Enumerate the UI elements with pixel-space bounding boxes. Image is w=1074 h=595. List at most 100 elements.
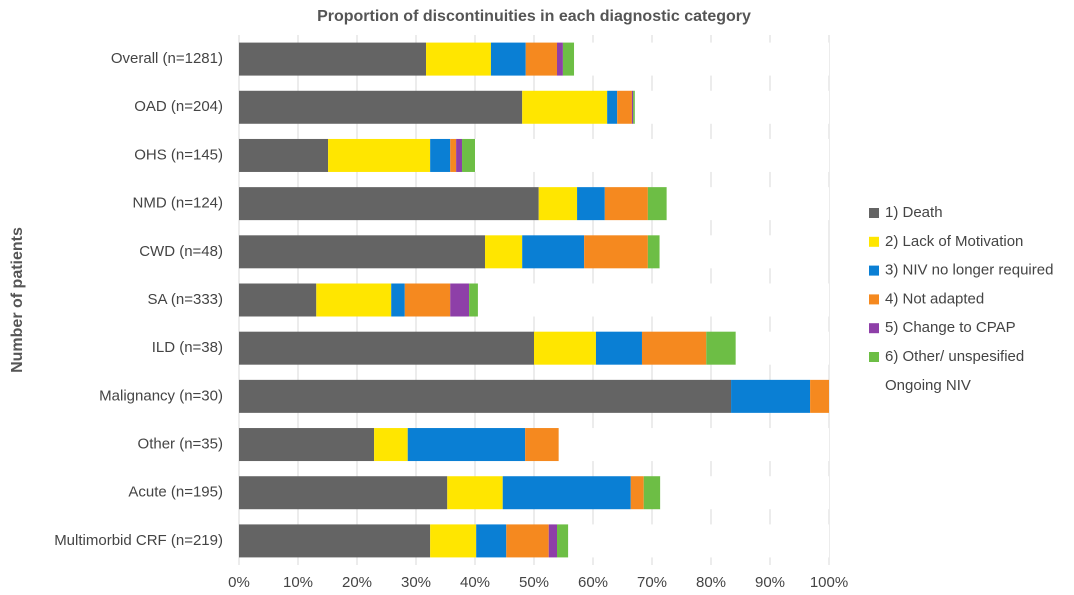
x-tick-label: 10%: [283, 574, 313, 591]
bar-segment: [450, 283, 470, 317]
x-tick-label: 20%: [342, 574, 372, 591]
x-tick-label: 50%: [519, 574, 549, 591]
legend-swatch: [869, 294, 879, 305]
bar-segment: [538, 187, 578, 221]
bar-segment: [706, 331, 736, 365]
bar-segment: [574, 42, 829, 76]
bar-segment: [525, 42, 558, 76]
bar-segment: [631, 90, 634, 124]
bar-segment: [584, 235, 648, 269]
bar-segment: [426, 42, 491, 76]
bar-segment: [477, 283, 829, 317]
bar-segment: [548, 524, 558, 558]
bar-segment: [557, 42, 563, 76]
bar-segment: [391, 283, 405, 317]
x-tick-label: 100%: [810, 574, 848, 591]
bar-segment: [239, 524, 431, 558]
bar-segment: [475, 138, 829, 172]
bar-segment: [522, 90, 608, 124]
bar-segment: [450, 138, 457, 172]
y-tick-label: NMD (n=124): [133, 195, 223, 212]
x-tick-label: 30%: [401, 574, 431, 591]
bar-segment: [462, 138, 475, 172]
bar-segment: [316, 283, 392, 317]
bar-segment: [604, 187, 648, 221]
bar-segment: [643, 476, 661, 510]
bar-segment: [562, 42, 575, 76]
x-tick-label: 80%: [696, 574, 726, 591]
y-axis-label: Number of patients: [9, 227, 26, 373]
bar-segment: [617, 90, 632, 124]
y-tick-label: ILD (n=38): [152, 339, 223, 356]
bar-segment: [607, 90, 618, 124]
bar-segment: [404, 283, 451, 317]
legend-swatch: [869, 265, 879, 276]
bar-segment: [407, 428, 526, 462]
bar-segment: [456, 138, 463, 172]
bar-segment: [430, 138, 451, 172]
bar-segment: [239, 187, 539, 221]
bar-segment: [568, 524, 829, 558]
bar-segment: [647, 187, 667, 221]
x-tick-label: 70%: [637, 574, 667, 591]
bar-segment: [660, 476, 829, 510]
bar-segment: [525, 428, 559, 462]
bar-segment: [506, 524, 549, 558]
legend-label: 1) Death: [885, 204, 943, 221]
chart-title: Proportion of discontinuities in each di…: [317, 8, 751, 25]
bar-segment: [239, 476, 448, 510]
y-tick-label: CWD (n=48): [139, 243, 223, 260]
bar-segment: [239, 138, 329, 172]
bar-segment: [447, 476, 503, 510]
bar-segment: [374, 428, 408, 462]
legend-label: 3) NIV no longer required: [885, 262, 1053, 279]
bar-segment: [630, 476, 644, 510]
y-tick-label: OAD (n=204): [134, 98, 223, 115]
bar-segment: [577, 187, 605, 221]
x-tick-label: 60%: [578, 574, 608, 591]
y-tick-label: Overall (n=1281): [111, 50, 223, 67]
legend-label: 5) Change to CPAP: [885, 319, 1016, 336]
bar-segment: [522, 235, 585, 269]
bar-segment: [659, 235, 829, 269]
bar-segment: [239, 90, 523, 124]
bar-segment: [239, 235, 486, 269]
bar-segment: [810, 379, 829, 413]
bar-segment: [735, 331, 829, 365]
legend-label: Ongoing NIV: [885, 377, 971, 394]
y-tick-label: Multimorbid CRF (n=219): [54, 532, 223, 549]
bar-segment: [633, 90, 635, 124]
bar-segment: [239, 42, 427, 76]
y-tick-label: SA (n=333): [148, 291, 223, 308]
bar-segment: [239, 283, 317, 317]
x-tick-label: 40%: [460, 574, 490, 591]
legend-swatch: [869, 323, 879, 334]
bar-segment: [469, 283, 478, 317]
bar-segment: [641, 331, 707, 365]
legend-swatch: [869, 380, 879, 391]
bar-segment: [239, 379, 732, 413]
bar-segment: [328, 138, 431, 172]
bar-segment: [490, 42, 526, 76]
legend-swatch: [869, 352, 879, 362]
y-tick-label: Acute (n=195): [128, 484, 223, 501]
bar-segment: [430, 524, 477, 558]
bar-segment: [666, 187, 829, 221]
y-tick-label: OHS (n=145): [134, 146, 223, 163]
bar-segment: [595, 331, 642, 365]
bar-segment: [534, 331, 596, 365]
legend-label: 2) Lack of Motivation: [885, 233, 1023, 250]
y-tick-label: Malignancy (n=30): [99, 387, 223, 404]
bar-segment: [485, 235, 523, 269]
legend-label: 4) Not adapted: [885, 290, 984, 307]
bar-segment: [557, 524, 569, 558]
bar-segment: [558, 428, 829, 462]
bar-segment: [239, 331, 534, 365]
bar-segment: [476, 524, 507, 558]
bar-segment: [647, 235, 660, 269]
bar-segment: [731, 379, 811, 413]
legend-swatch: [869, 236, 879, 247]
bar-segment: [634, 90, 829, 124]
